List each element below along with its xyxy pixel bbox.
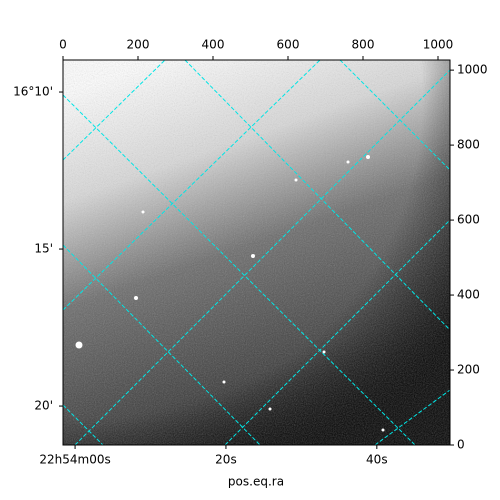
right-tick-label: 600 [457, 213, 480, 227]
axes-frame [62, 59, 451, 446]
top-tick-label: 1000 [423, 38, 454, 52]
coordinate-grid [63, 60, 450, 445]
right-tick-label: 1000 [457, 63, 488, 77]
ra-tick-label: 22h54m00s [39, 453, 110, 467]
dec-tick-label: 15' [34, 242, 53, 256]
ra-tick-label: 40s [366, 453, 388, 467]
right-tick-label: 800 [457, 138, 480, 152]
top-tick-label: 200 [127, 38, 150, 52]
dec-tick-label: 16°10' [13, 85, 53, 99]
top-tick-label: 400 [202, 38, 225, 52]
top-tick-label: 0 [59, 38, 67, 52]
dec-tick-label: 20' [34, 399, 53, 413]
image [63, 60, 450, 445]
x-axis-label: pos.eq.ra [228, 475, 284, 489]
ra-tick-label: 20s [215, 453, 237, 467]
top-tick-label: 800 [352, 38, 375, 52]
top-tick-label: 600 [277, 38, 300, 52]
right-tick-label: 0 [457, 438, 465, 452]
right-tick-label: 200 [457, 363, 480, 377]
right-tick-label: 400 [457, 288, 480, 302]
